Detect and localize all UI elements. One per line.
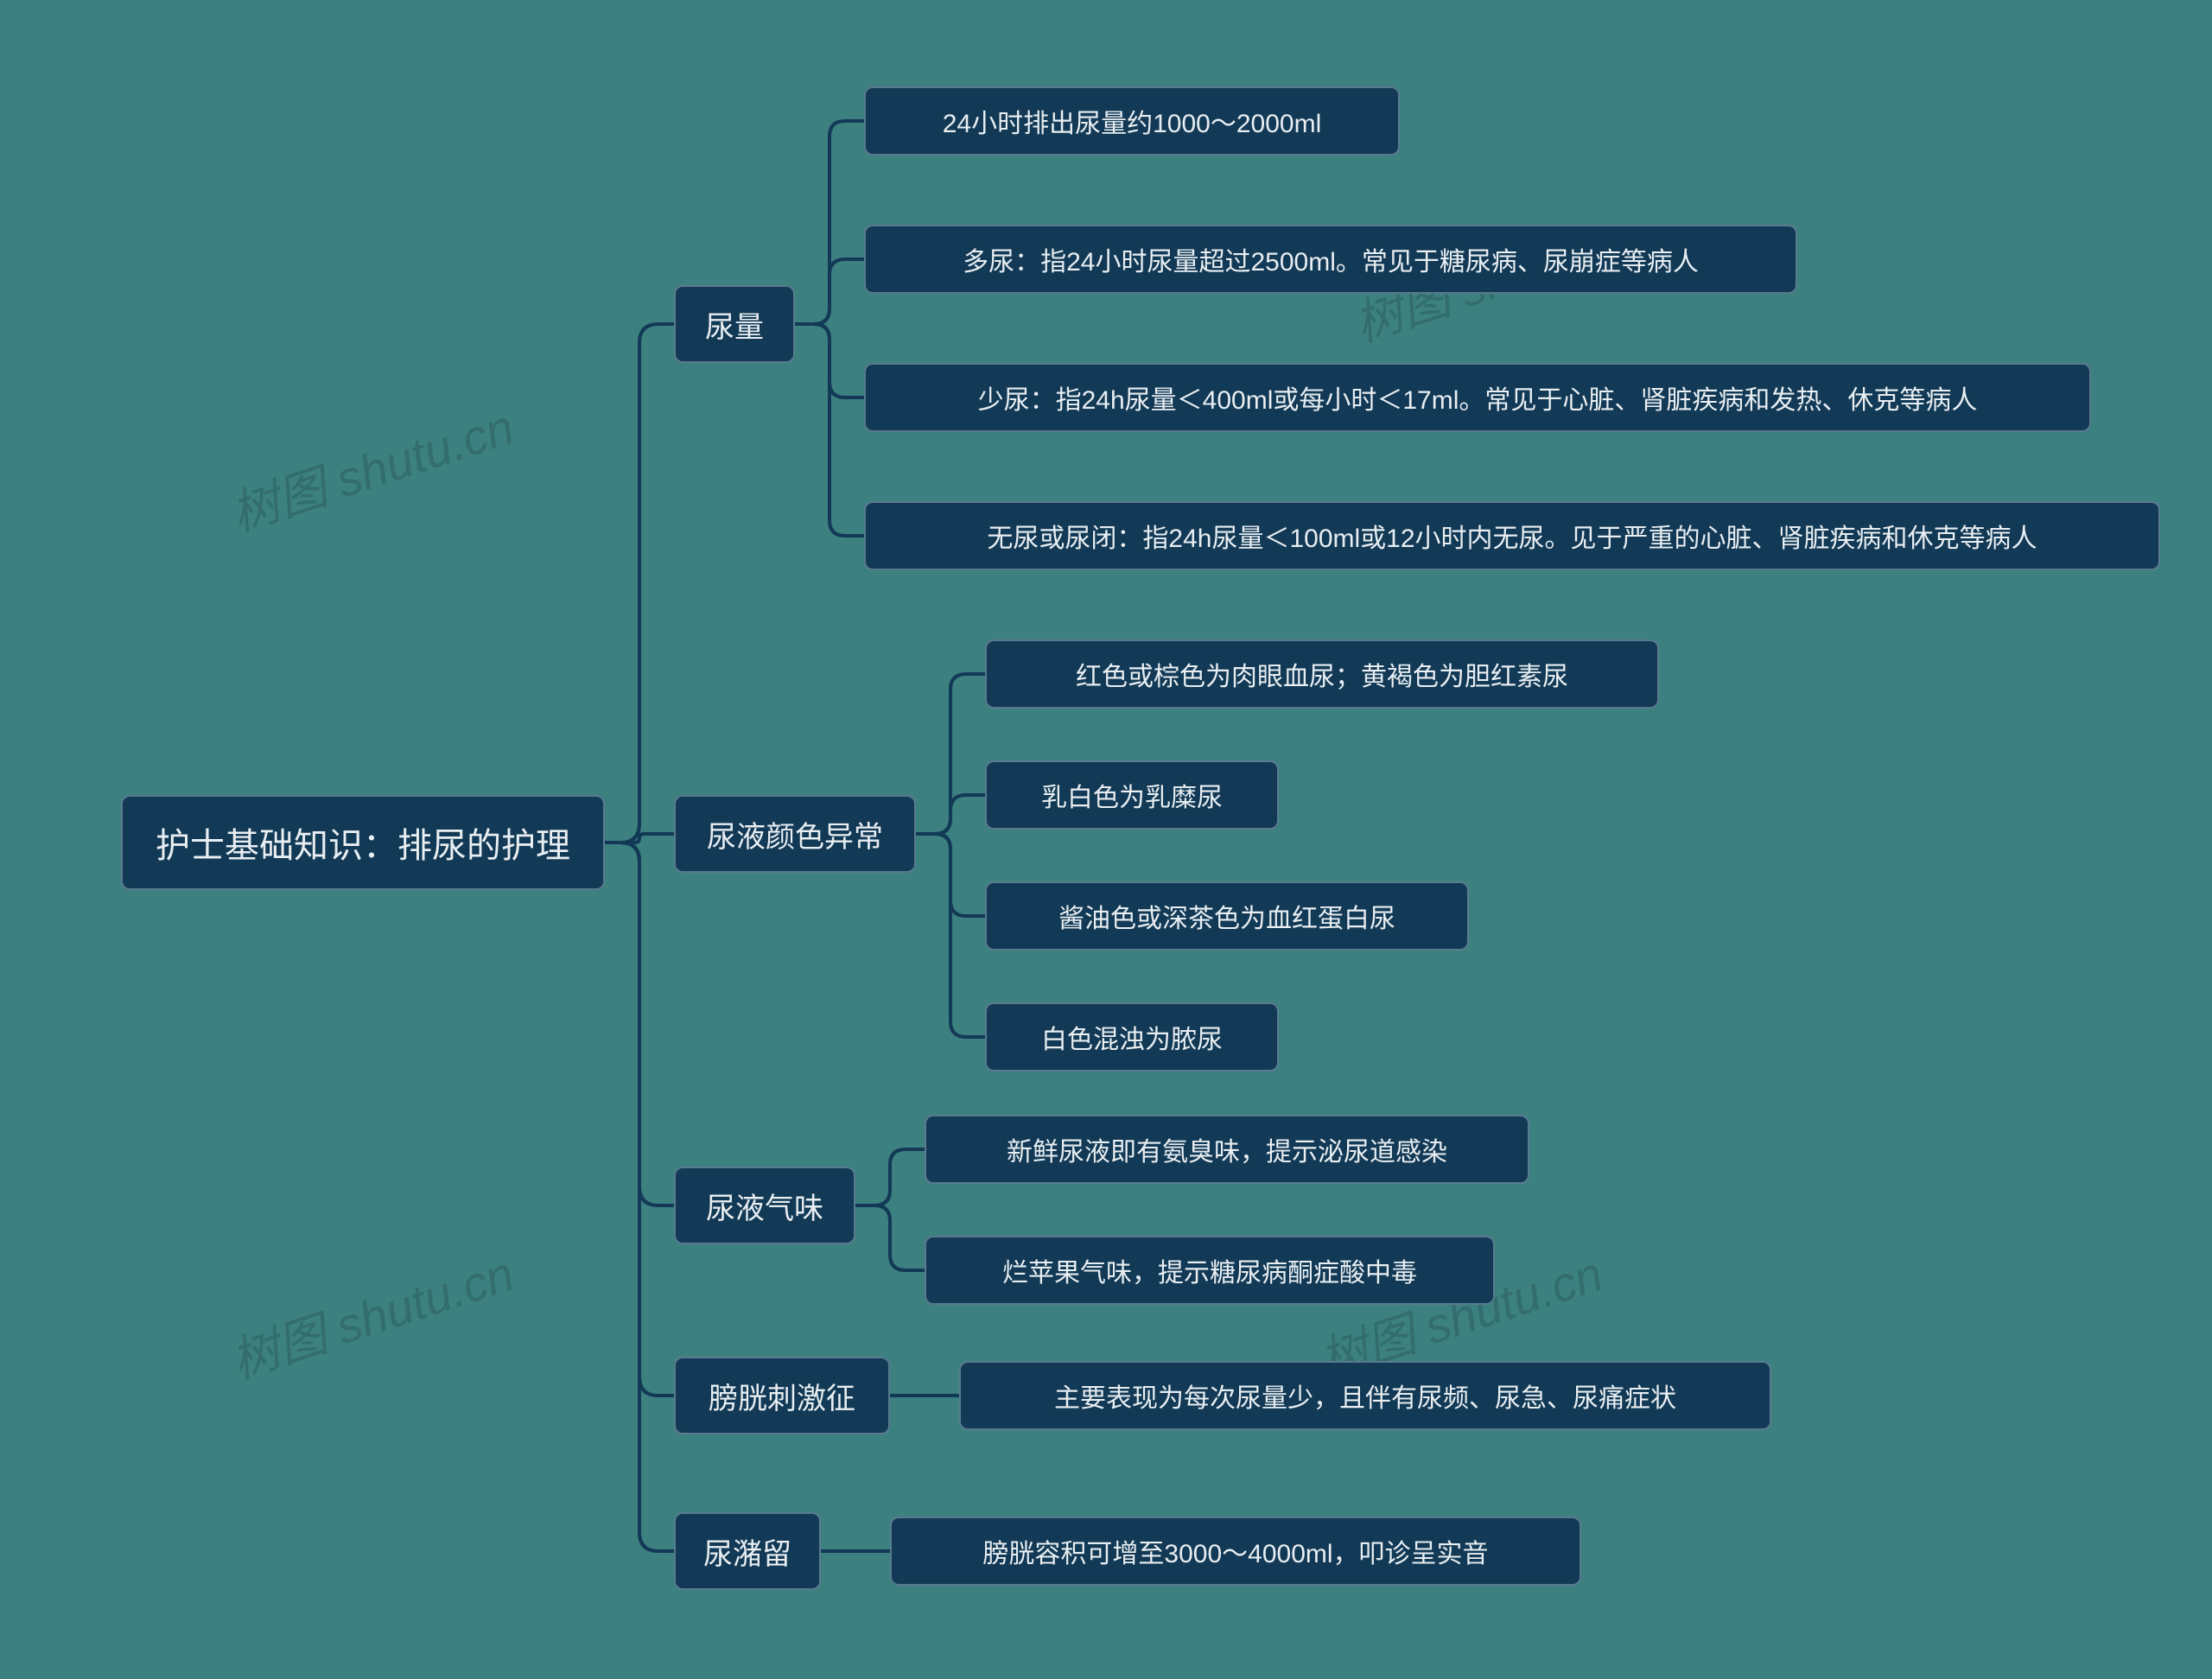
mindmap-node-n5: 尿潴留 bbox=[674, 1512, 821, 1590]
node-label: 红色或棕色为肉眼血尿；黄褐色为胆红素尿 bbox=[1076, 655, 1568, 693]
mindmap-node-n1b: 多尿：指24小时尿量超过2500ml。常见于糖尿病、尿崩症等病人 bbox=[864, 225, 1797, 294]
node-label: 新鲜尿液即有氨臭味，提示泌尿道感染 bbox=[1007, 1130, 1447, 1168]
mindmap-node-n1a: 24小时排出尿量约1000～2000ml bbox=[864, 86, 1400, 156]
mindmap-node-n1c: 少尿：指24h尿量＜400ml或每小时＜17ml。常见于心脏、肾脏疾病和发热、休… bbox=[864, 363, 2091, 432]
node-label: 尿量 bbox=[705, 303, 764, 346]
mindmap-node-n3: 尿液气味 bbox=[674, 1167, 855, 1244]
mindmap-node-n4: 膀胱刺激征 bbox=[674, 1357, 890, 1434]
node-label: 24小时排出尿量约1000～2000ml bbox=[943, 102, 1322, 140]
watermark: 树图 shutu.cn bbox=[221, 1236, 522, 1393]
node-label: 尿潴留 bbox=[703, 1530, 791, 1573]
node-label: 多尿：指24小时尿量超过2500ml。常见于糖尿病、尿崩症等病人 bbox=[963, 240, 1699, 278]
node-label: 无尿或尿闭：指24h尿量＜100ml或12小时内无尿。见于严重的心脏、肾脏疾病和… bbox=[987, 517, 2037, 555]
node-label: 膀胱容积可增至3000～4000ml，叩诊呈实音 bbox=[982, 1532, 1488, 1570]
mindmap-node-n3a: 新鲜尿液即有氨臭味，提示泌尿道感染 bbox=[925, 1115, 1529, 1184]
mindmap-node-n2d: 白色混浊为脓尿 bbox=[985, 1002, 1279, 1072]
node-label: 酱油色或深茶色为血红蛋白尿 bbox=[1058, 897, 1395, 935]
node-label: 白色混浊为脓尿 bbox=[1041, 1018, 1223, 1056]
node-label: 主要表现为每次尿量少，且伴有尿频、尿急、尿痛症状 bbox=[1054, 1377, 1676, 1415]
node-label: 少尿：指24h尿量＜400ml或每小时＜17ml。常见于心脏、肾脏疾病和发热、休… bbox=[978, 378, 1978, 417]
node-label: 尿液颜色异常 bbox=[707, 813, 883, 855]
mindmap-node-n3b: 烂苹果气味，提示糖尿病酮症酸中毒 bbox=[925, 1236, 1495, 1305]
node-label: 乳白色为乳糜尿 bbox=[1041, 776, 1223, 814]
mindmap-node-n1: 尿量 bbox=[674, 285, 795, 363]
mindmap-node-n2c: 酱油色或深茶色为血红蛋白尿 bbox=[985, 881, 1469, 951]
node-label: 护士基础知识：排尿的护理 bbox=[156, 817, 570, 868]
mindmap-node-n2a: 红色或棕色为肉眼血尿；黄褐色为胆红素尿 bbox=[985, 639, 1659, 709]
mindmap-root: 护士基础知识：排尿的护理 bbox=[121, 795, 605, 890]
watermark: 树图 shutu.cn bbox=[221, 389, 522, 546]
mindmap-node-n5a: 膀胱容积可增至3000～4000ml，叩诊呈实音 bbox=[890, 1517, 1581, 1586]
mindmap-node-n2: 尿液颜色异常 bbox=[674, 795, 916, 873]
node-label: 尿液气味 bbox=[706, 1185, 823, 1227]
node-label: 膀胱刺激征 bbox=[709, 1375, 855, 1417]
mindmap-node-n2b: 乳白色为乳糜尿 bbox=[985, 760, 1279, 830]
mindmap-node-n4a: 主要表现为每次尿量少，且伴有尿频、尿急、尿痛症状 bbox=[959, 1361, 1771, 1430]
node-label: 烂苹果气味，提示糖尿病酮症酸中毒 bbox=[1002, 1251, 1417, 1289]
mindmap-node-n1d: 无尿或尿闭：指24h尿量＜100ml或12小时内无尿。见于严重的心脏、肾脏疾病和… bbox=[864, 501, 2160, 570]
